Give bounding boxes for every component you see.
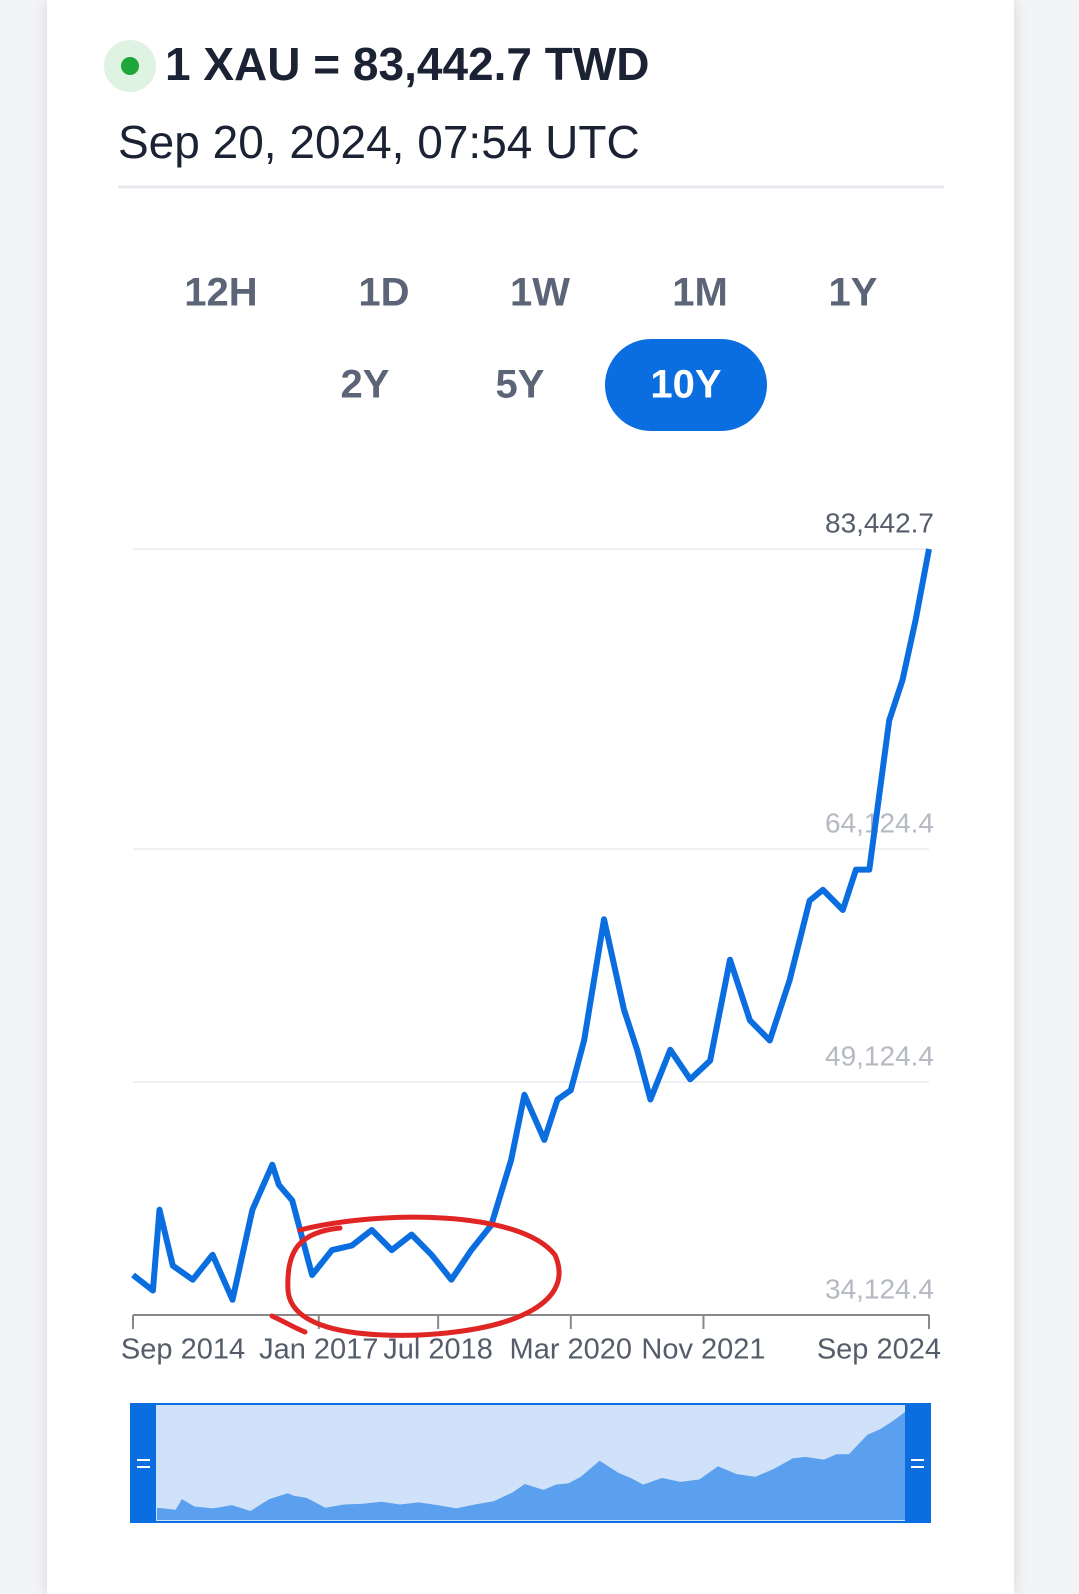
range-button-bg[interactable] — [605, 339, 767, 431]
range-button[interactable]: 12H — [184, 271, 257, 315]
range-button[interactable]: 1W — [510, 271, 570, 315]
range-button[interactable]: 1M — [672, 271, 728, 315]
x-tick-label: Sep 2024 — [817, 1334, 941, 1366]
x-tick-label: Mar 2020 — [510, 1334, 633, 1366]
hand-annotation — [269, 1214, 562, 1338]
price-line — [131, 548, 932, 1303]
navigator-handle[interactable] — [131, 1404, 156, 1522]
range-button[interactable]: 1Y — [829, 271, 878, 315]
navigator — [130, 1403, 931, 1523]
y-tick-label: 49,124.4 — [825, 1040, 934, 1071]
range-button[interactable]: 5Y — [496, 363, 545, 407]
range-buttons: 12H 1D 1W 1M 1Y 2Y 5Y 10Y — [184, 271, 878, 431]
y-tick-label: 34,124.4 — [825, 1273, 934, 1304]
range-button[interactable]: 10Y — [650, 363, 721, 407]
rate-title: 1 XAU = 83,442.7 TWD — [165, 38, 649, 90]
x-tick-label: Nov 2021 — [641, 1334, 765, 1366]
x-tick-label: Jul 2018 — [383, 1334, 493, 1366]
timestamp: Sep 20, 2024, 07:54 UTC — [118, 116, 640, 168]
x-tick-label: Jan 2017 — [259, 1334, 378, 1366]
card — [47, 0, 1014, 1594]
y-tick-label: 83,442.7 — [825, 507, 934, 538]
x-tick-label: Sep 2014 — [121, 1334, 245, 1366]
navigator-handle[interactable] — [905, 1404, 930, 1522]
range-button[interactable]: 1D — [358, 271, 409, 315]
navigator-area — [157, 1412, 905, 1520]
range-button[interactable]: 2Y — [341, 363, 390, 407]
status-dot — [121, 57, 139, 75]
